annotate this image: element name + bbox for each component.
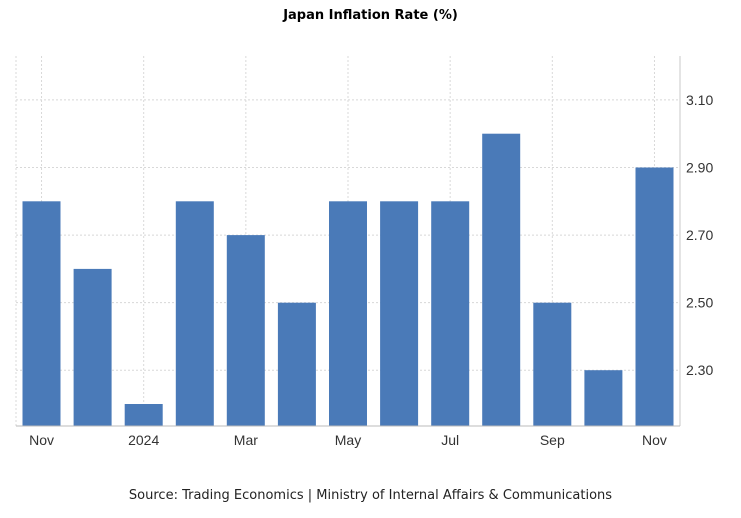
bar[interactable] xyxy=(329,201,367,426)
chart-title: Japan Inflation Rate (%) xyxy=(283,8,458,23)
y-tick-label: 2.30 xyxy=(686,362,713,378)
bar[interactable] xyxy=(482,133,521,426)
bar[interactable] xyxy=(226,235,265,426)
x-tick-label: 2024 xyxy=(128,432,159,448)
x-tick-label: Nov xyxy=(29,432,54,448)
x-tick-label: Jul xyxy=(441,432,459,448)
bar[interactable] xyxy=(584,370,623,426)
bar[interactable] xyxy=(124,404,163,426)
bar[interactable] xyxy=(22,201,61,426)
y-tick-label: 3.10 xyxy=(686,92,713,108)
bars xyxy=(22,133,674,427)
bar[interactable] xyxy=(73,268,112,426)
bar[interactable] xyxy=(277,302,316,426)
y-tick-label: 2.90 xyxy=(686,160,713,176)
chart-source: Source: Trading Economics | Ministry of … xyxy=(128,488,613,503)
axes: 2.30 2.50 2.70 2.90 3.10 Nov 2024 Mar May Jul Sep N… xyxy=(16,56,713,448)
bar[interactable] xyxy=(175,201,214,426)
bar[interactable] xyxy=(533,302,572,426)
x-tick-label: May xyxy=(335,432,361,448)
y-tick-label: 2.70 xyxy=(686,227,713,243)
x-tick-label: Nov xyxy=(642,432,667,448)
bar[interactable] xyxy=(431,201,470,426)
x-tick-label: Mar xyxy=(234,432,258,448)
bar[interactable] xyxy=(635,167,674,427)
x-tick-label: Sep xyxy=(540,432,565,448)
bar[interactable] xyxy=(380,201,419,426)
y-tick-label: 2.50 xyxy=(686,295,713,311)
